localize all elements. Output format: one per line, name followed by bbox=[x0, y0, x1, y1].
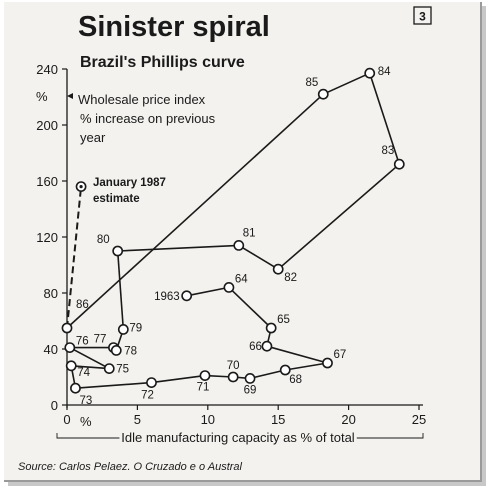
data-point bbox=[199, 370, 211, 381]
point-label: 70 bbox=[227, 360, 240, 372]
data-point bbox=[227, 371, 239, 383]
series-segment bbox=[249, 369, 286, 380]
y-tick-label: 240 bbox=[36, 62, 58, 77]
y-tick-label: 120 bbox=[36, 230, 58, 245]
series-segment bbox=[71, 365, 110, 370]
series-segment bbox=[238, 244, 279, 270]
series-segment bbox=[66, 93, 324, 329]
data-point bbox=[317, 88, 329, 100]
series-segment bbox=[69, 346, 110, 370]
y-tick-label: 80 bbox=[44, 286, 58, 301]
x-axis-label: Idle manufacturing capacity as % of tota… bbox=[121, 430, 355, 445]
y-annotation-line-2: % increase on previous bbox=[80, 111, 216, 126]
data-point bbox=[70, 382, 81, 394]
series-segment bbox=[75, 381, 152, 389]
estimate-label-line-1: January 1987 bbox=[93, 177, 166, 189]
series-segment bbox=[116, 250, 125, 330]
y-tick-label: 160 bbox=[36, 174, 58, 189]
y-tick-label: 40 bbox=[44, 342, 58, 357]
chart-subtitle: Brazil's Phillips curve bbox=[80, 54, 245, 71]
series-segment bbox=[151, 374, 206, 384]
series-segment bbox=[186, 286, 230, 297]
series-segment bbox=[117, 244, 239, 252]
series-segment bbox=[368, 72, 401, 165]
y-annotation-arrow-icon bbox=[67, 93, 73, 99]
data-point bbox=[322, 357, 333, 369]
data-point bbox=[65, 360, 77, 372]
point-label: 69 bbox=[244, 384, 257, 396]
data-lines bbox=[66, 72, 401, 389]
estimate-point-center bbox=[79, 185, 83, 189]
x-tick-label: 25 bbox=[412, 412, 426, 427]
point-label: 67 bbox=[333, 349, 346, 361]
point-label: 64 bbox=[235, 273, 248, 285]
point-label: 72 bbox=[141, 390, 154, 402]
point-label: 85 bbox=[305, 77, 318, 89]
data-point bbox=[244, 372, 256, 384]
data-points bbox=[61, 67, 405, 394]
data-point bbox=[61, 322, 73, 334]
y-tick-label: 200 bbox=[36, 118, 58, 133]
point-label: 1963 bbox=[154, 291, 180, 303]
data-point bbox=[223, 281, 235, 293]
x-tick-label: 15 bbox=[271, 412, 285, 427]
point-label: 74 bbox=[77, 367, 90, 379]
point-label: 84 bbox=[378, 66, 391, 78]
data-point bbox=[110, 344, 122, 356]
point-label: 73 bbox=[79, 395, 92, 407]
data-point bbox=[64, 342, 76, 353]
y-unit-label: % bbox=[36, 89, 48, 104]
point-label: 68 bbox=[289, 374, 302, 386]
point-label: 75 bbox=[116, 364, 129, 376]
series-segment bbox=[322, 72, 371, 95]
x-tick-label: 5 bbox=[134, 412, 141, 427]
point-label: 65 bbox=[277, 314, 290, 326]
point-label: 76 bbox=[76, 336, 89, 348]
data-point bbox=[117, 323, 129, 335]
data-point bbox=[393, 158, 405, 170]
data-point bbox=[279, 364, 291, 376]
x-tick-label: 20 bbox=[341, 412, 355, 427]
data-point bbox=[272, 263, 284, 275]
point-label: 79 bbox=[129, 322, 142, 334]
chart-title: Sinister spiral bbox=[78, 11, 270, 43]
data-point bbox=[233, 239, 245, 251]
point-label: 78 bbox=[124, 345, 137, 357]
data-point bbox=[103, 363, 115, 374]
panel-number-box bbox=[413, 6, 432, 25]
estimate-dashed-line bbox=[66, 186, 83, 329]
axes: 0 40 80 120 160 200 240 0 5 10 15 20 25 bbox=[36, 62, 426, 427]
data-labels: 1963 64 65 66 67 68 69 70 71 72 73 74 75 76 77 78 79 80 81… bbox=[76, 66, 394, 407]
series-segment bbox=[277, 163, 400, 270]
data-point bbox=[146, 377, 157, 388]
point-label: 82 bbox=[284, 272, 297, 284]
point-label: 83 bbox=[381, 145, 394, 157]
point-label: 81 bbox=[243, 227, 256, 239]
point-label: 77 bbox=[94, 334, 107, 346]
point-label: 66 bbox=[249, 341, 262, 353]
series-segment bbox=[285, 362, 328, 371]
x-unit-label: % bbox=[80, 414, 92, 429]
panel-number: 3 bbox=[419, 10, 426, 24]
x-axis-bracket bbox=[56, 433, 424, 439]
data-point bbox=[265, 322, 277, 334]
chart-panel bbox=[4, 2, 482, 482]
data-point bbox=[364, 67, 376, 79]
y-tick-label: 0 bbox=[51, 398, 58, 413]
x-tick-label: 0 bbox=[63, 412, 70, 427]
data-point bbox=[261, 340, 273, 352]
x-tick-label: 10 bbox=[201, 412, 215, 427]
data-point bbox=[112, 245, 124, 257]
point-label: 71 bbox=[197, 382, 210, 394]
data-point bbox=[181, 290, 193, 302]
estimate-label-line-2: estimate bbox=[93, 193, 140, 205]
y-annotation-line-3: year bbox=[80, 130, 106, 145]
series-segment bbox=[266, 345, 328, 364]
point-label: 80 bbox=[97, 234, 110, 246]
point-label: 86 bbox=[76, 299, 89, 311]
source-note: Source: Carlos Pelaez. O Cruzado e o Aus… bbox=[18, 461, 243, 473]
y-annotation-line-1: Wholesale price index bbox=[78, 92, 206, 107]
series-segment bbox=[228, 286, 272, 329]
